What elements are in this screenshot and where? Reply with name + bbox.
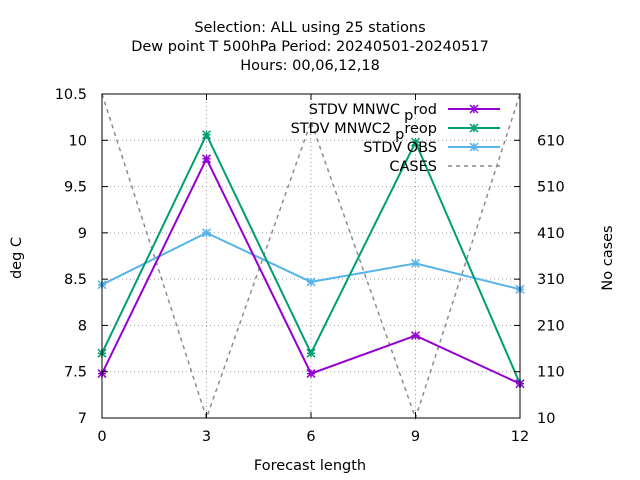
data-point-stdv-mnwc2: [306, 348, 316, 358]
axis-ticks: 0 3 6 9 12 7 7.5 8 8.5 9 9.5 10 10.5 10 110 210 310 410 51…: [55, 87, 565, 445]
y-axis-label: deg C: [9, 237, 25, 279]
legend-marker-stdv-obs: [469, 142, 479, 152]
y2-axis-label: No cases: [600, 225, 616, 290]
y2-tick-label: 10: [537, 411, 555, 427]
data-point-stdv-obs: [306, 277, 316, 287]
series-group: [97, 93, 525, 421]
data-point-stdv-mnwc: [201, 154, 212, 164]
chart-title-line-3: Hours: 00,06,12,18: [240, 58, 380, 74]
y-tick-label: 9.5: [64, 180, 87, 196]
data-point-stdv-obs: [201, 228, 212, 238]
data-point-stdv-mnwc2: [201, 130, 212, 140]
y2-tick-label: 610: [537, 133, 565, 149]
x-tick-label: 9: [411, 429, 420, 445]
x-tick-label: 12: [511, 429, 529, 445]
legend-label-stdv-mnwc2: STDV MNWC2 preop: [291, 121, 437, 143]
x-tick-label: 3: [202, 429, 211, 445]
legend-label-stdv-mnwc: STDV MNWC prod: [309, 102, 437, 124]
y-tick-label: 10.5: [55, 87, 87, 103]
y2-tick-label: 510: [537, 180, 565, 196]
y-tick-label: 8: [78, 318, 87, 334]
data-point-stdv-mnwc: [306, 369, 316, 379]
y-tick-label: 10: [69, 133, 87, 149]
x-axis-label: Forecast length: [254, 458, 366, 474]
y2-tick-label: 310: [537, 272, 565, 288]
y2-tick-label: 410: [537, 226, 565, 242]
legend-marker-stdv-mnwc2: [469, 123, 479, 133]
x-tick-label: 0: [97, 429, 106, 445]
series-line-cases: [101, 93, 521, 421]
data-point-stdv-obs: [410, 258, 421, 268]
y2-tick-label: 210: [537, 318, 565, 334]
grid: [102, 94, 520, 418]
legend-label-stdv-obs: STDV OBS: [363, 140, 437, 156]
chart-title: Selection: ALL using 25 stations Dew poi…: [131, 20, 489, 74]
data-point-stdv-mnwc: [410, 331, 421, 341]
y-tick-label: 7: [78, 411, 87, 427]
legend-label-cases: CASES: [389, 159, 437, 175]
chart-title-line-1: Selection: ALL using 25 stations: [194, 20, 425, 36]
y-tick-label: 9: [78, 226, 87, 242]
x-tick-label: 6: [306, 429, 315, 445]
data-point-stdv-mnwc2: [410, 137, 421, 147]
y2-tick-label: 110: [537, 365, 565, 381]
chart-title-line-2: Dew point T 500hPa Period: 20240501-2024…: [131, 39, 489, 55]
y-tick-label: 7.5: [64, 365, 87, 381]
legend-marker-stdv-mnwc: [469, 104, 479, 114]
y-tick-label: 8.5: [64, 272, 87, 288]
